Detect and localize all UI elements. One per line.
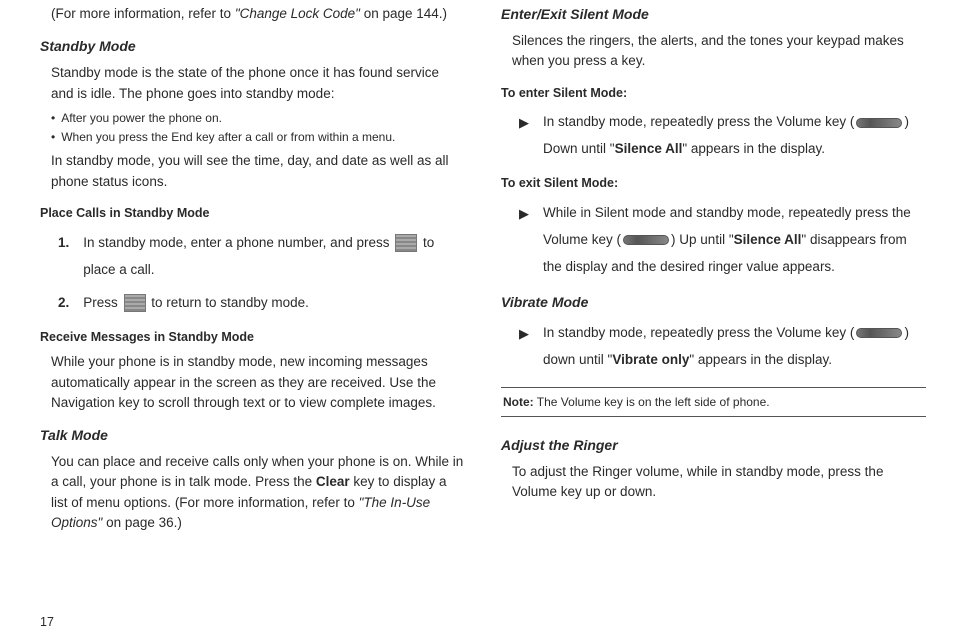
bullet-item: • When you press the End key after a cal…: [51, 129, 465, 146]
text: Press: [83, 295, 121, 310]
ref-italic: "Change Lock Code": [235, 6, 360, 21]
talk-mode-heading: Talk Mode: [40, 425, 465, 446]
talk-mode-p: You can place and receive calls only whe…: [51, 452, 465, 533]
standby-mode-heading: Standby Mode: [40, 36, 465, 57]
arrow-text: While in Silent mode and standby mode, r…: [543, 199, 926, 280]
note-text: The Volume key is on the left side of ph…: [534, 395, 770, 409]
arrow-item: ▶ In standby mode, repeatedly press the …: [519, 108, 926, 162]
text: on page 36.): [102, 515, 182, 530]
step-text: In standby mode, enter a phone number, a…: [83, 229, 465, 283]
left-column: (For more information, refer to "Change …: [40, 4, 465, 632]
step-2: 2. Press to return to standby mode.: [58, 289, 465, 316]
bullet-text: When you press the End key after a call …: [61, 129, 395, 146]
text: on page 144.): [360, 6, 447, 21]
bullet-icon: •: [51, 129, 55, 146]
arrow-icon: ▶: [519, 110, 529, 136]
bullet-item: • After you power the phone on.: [51, 110, 465, 127]
vibrate-mode-heading: Vibrate Mode: [501, 292, 926, 313]
text: to return to standby mode.: [148, 295, 309, 310]
silent-mode-heading: Enter/Exit Silent Mode: [501, 4, 926, 25]
lock-code-ref: (For more information, refer to "Change …: [51, 4, 465, 24]
adjust-ringer-heading: Adjust the Ringer: [501, 435, 926, 456]
end-key-icon: [124, 294, 146, 312]
arrow-text: In standby mode, repeatedly press the Vo…: [543, 108, 926, 162]
send-key-icon: [395, 234, 417, 252]
text: In standby mode, enter a phone number, a…: [83, 235, 393, 250]
step-text: Press to return to standby mode.: [83, 289, 465, 316]
vibrate-only-label: Vibrate only: [612, 352, 689, 367]
silence-all-label: Silence All: [734, 232, 802, 247]
arrow-icon: ▶: [519, 201, 529, 227]
clear-key-label: Clear: [316, 474, 350, 489]
step-1: 1. In standby mode, enter a phone number…: [58, 229, 465, 283]
step-number: 1.: [58, 229, 69, 256]
text: ) Up until ": [671, 232, 734, 247]
right-column: Enter/Exit Silent Mode Silences the ring…: [501, 4, 926, 632]
volume-key-icon: [856, 328, 902, 338]
arrow-icon: ▶: [519, 321, 529, 347]
note-box: Note: The Volume key is on the left side…: [501, 387, 926, 417]
standby-p2: In standby mode, you will see the time, …: [51, 151, 465, 192]
silent-mode-p: Silences the ringers, the alerts, and th…: [512, 31, 926, 72]
arrow-item: ▶ While in Silent mode and standby mode,…: [519, 199, 926, 280]
text: " appears in the display.: [682, 141, 825, 156]
place-calls-heading: Place Calls in Standby Mode: [40, 204, 465, 223]
text: " appears in the display.: [689, 352, 832, 367]
receive-messages-heading: Receive Messages in Standby Mode: [40, 328, 465, 347]
silence-all-label: Silence All: [615, 141, 683, 156]
volume-key-icon: [856, 118, 902, 128]
standby-p1: Standby mode is the state of the phone o…: [51, 63, 465, 104]
arrow-item: ▶ In standby mode, repeatedly press the …: [519, 319, 926, 373]
text: (For more information, refer to: [51, 6, 235, 21]
page-number: 17: [40, 613, 465, 632]
step-number: 2.: [58, 289, 69, 316]
volume-key-icon: [623, 235, 669, 245]
receive-messages-p: While your phone is in standby mode, new…: [51, 352, 465, 413]
bullet-icon: •: [51, 110, 55, 127]
note-label: Note:: [503, 395, 534, 409]
bullet-text: After you power the phone on.: [61, 110, 222, 127]
manual-page: (For more information, refer to "Change …: [40, 4, 926, 632]
enter-silent-heading: To enter Silent Mode:: [501, 84, 926, 103]
text: In standby mode, repeatedly press the Vo…: [543, 325, 854, 340]
adjust-ringer-p: To adjust the Ringer volume, while in st…: [512, 462, 926, 503]
arrow-text: In standby mode, repeatedly press the Vo…: [543, 319, 926, 373]
text: In standby mode, repeatedly press the Vo…: [543, 114, 854, 129]
exit-silent-heading: To exit Silent Mode:: [501, 174, 926, 193]
